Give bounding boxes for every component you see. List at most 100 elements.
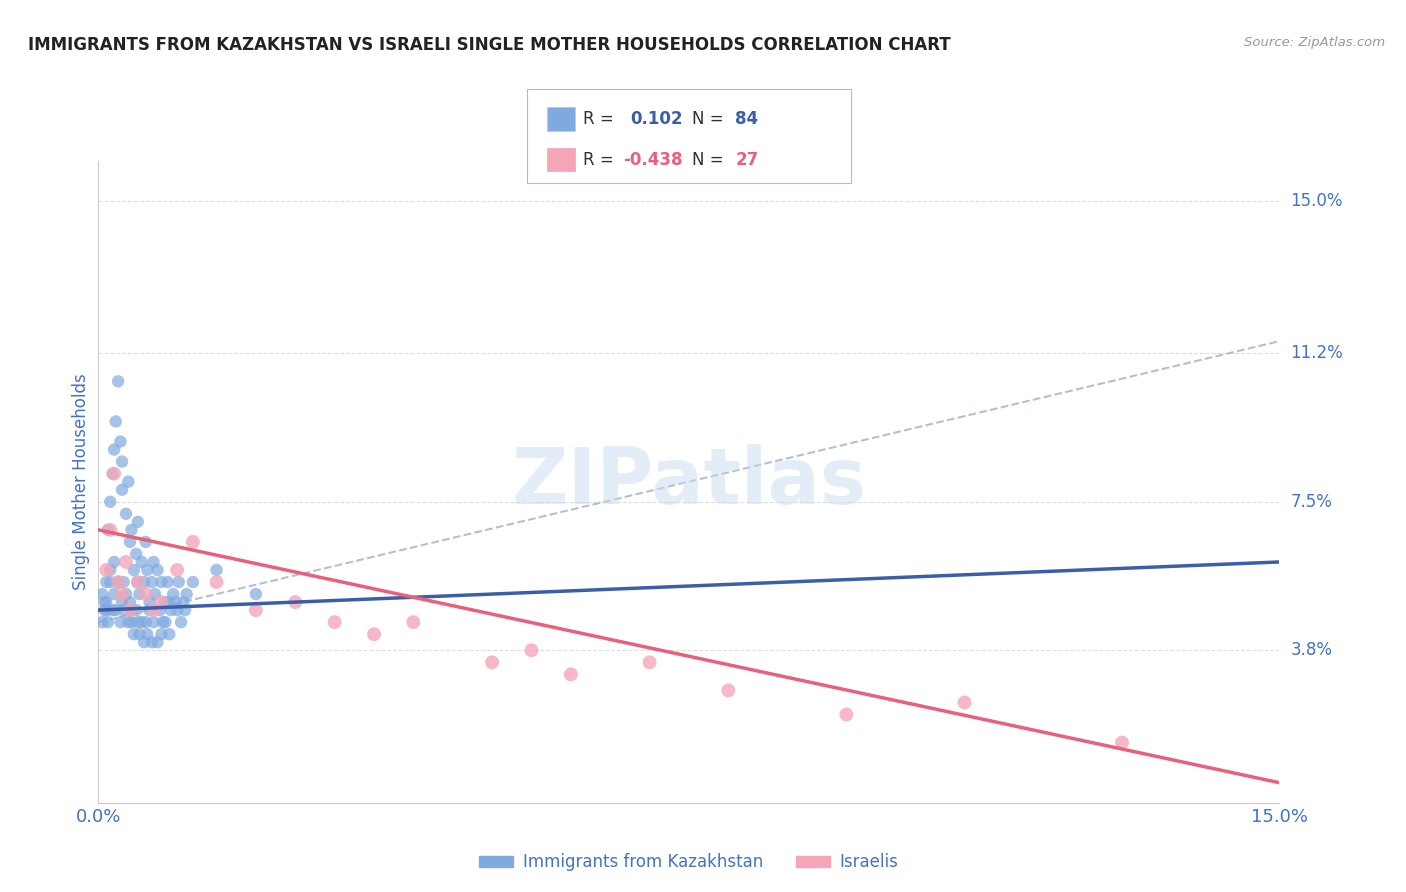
Point (127, 615, 149, 630)
Point (107, 375, 129, 389)
Point (118, 595, 141, 609)
Point (174, 603, 197, 617)
Point (143, 587, 166, 601)
Point (136, 627, 159, 641)
Text: Source: ZipAtlas.com: Source: ZipAtlas.com (1244, 36, 1385, 49)
Point (170, 615, 193, 630)
Legend: Immigrants from Kazakhstan, Israelis: Immigrants from Kazakhstan, Israelis (472, 847, 905, 878)
Point (157, 595, 180, 609)
Point (103, 555, 125, 569)
Point (128, 627, 150, 641)
Point (112, 575, 135, 590)
Point (205, 575, 228, 590)
Point (111, 587, 134, 601)
Point (166, 603, 188, 617)
Point (363, 627, 385, 641)
Point (103, 467, 125, 481)
Point (150, 627, 173, 641)
Point (141, 575, 163, 590)
Point (115, 587, 138, 601)
Point (135, 587, 157, 601)
Point (110, 434, 132, 449)
Point (104, 603, 127, 617)
Text: R =: R = (583, 151, 620, 169)
Point (107, 575, 129, 590)
Point (141, 635, 163, 649)
Point (176, 587, 198, 601)
Point (146, 635, 169, 649)
Point (131, 615, 153, 630)
Point (155, 595, 177, 609)
Point (118, 603, 141, 617)
Point (93, 603, 115, 617)
Point (165, 595, 187, 609)
Text: 0.102: 0.102 (630, 110, 682, 128)
Point (122, 563, 145, 577)
Point (172, 595, 194, 609)
Point (156, 575, 179, 590)
Point (103, 587, 125, 601)
Point (953, 696, 976, 710)
Point (112, 603, 135, 617)
Point (121, 523, 143, 537)
Point (245, 587, 267, 601)
Point (162, 587, 184, 601)
Point (122, 627, 145, 641)
Text: 27: 27 (735, 151, 759, 169)
Point (142, 555, 165, 569)
Point (245, 603, 267, 617)
Point (98, 563, 121, 577)
Point (127, 515, 149, 529)
Point (167, 575, 190, 590)
Point (323, 615, 346, 630)
Point (118, 603, 141, 617)
Point (205, 563, 228, 577)
Point (149, 603, 172, 617)
Point (132, 635, 155, 649)
Point (118, 535, 141, 549)
Text: N =: N = (692, 151, 728, 169)
Point (110, 615, 132, 630)
Point (96, 563, 118, 577)
Text: IMMIGRANTS FROM KAZAKHSTAN VS ISRAELI SINGLE MOTHER HOUSEHOLDS CORRELATION CHART: IMMIGRANTS FROM KAZAKHSTAN VS ISRAELI SI… (28, 36, 950, 54)
Point (117, 615, 139, 630)
Point (138, 603, 160, 617)
Point (104, 415, 127, 429)
Point (111, 483, 134, 497)
Point (835, 707, 858, 722)
Text: 84: 84 (735, 110, 758, 128)
Point (96, 603, 118, 617)
Point (138, 595, 160, 609)
Point (115, 555, 138, 569)
Point (127, 575, 149, 590)
Point (117, 475, 139, 489)
Point (160, 603, 183, 617)
Point (97, 615, 120, 630)
Point (132, 575, 155, 590)
Point (93, 595, 115, 609)
Point (128, 587, 150, 601)
Point (111, 595, 134, 609)
Point (166, 563, 188, 577)
Point (125, 547, 148, 561)
Point (107, 575, 129, 590)
Point (717, 683, 740, 698)
Point (96, 595, 118, 609)
Text: 15.0%: 15.0% (1291, 192, 1343, 210)
Point (402, 615, 425, 630)
Text: R =: R = (583, 110, 624, 128)
Text: -0.438: -0.438 (623, 151, 682, 169)
Text: ZIPatlas: ZIPatlas (512, 443, 866, 520)
Point (135, 615, 157, 630)
Point (155, 615, 177, 630)
Text: N =: N = (692, 110, 728, 128)
Point (146, 563, 169, 577)
Point (97, 523, 120, 537)
Point (121, 615, 143, 630)
Y-axis label: Single Mother Households: Single Mother Households (72, 374, 90, 590)
Point (101, 603, 124, 617)
Point (520, 643, 543, 657)
Point (638, 655, 661, 669)
Point (98, 575, 121, 590)
Point (142, 603, 165, 617)
